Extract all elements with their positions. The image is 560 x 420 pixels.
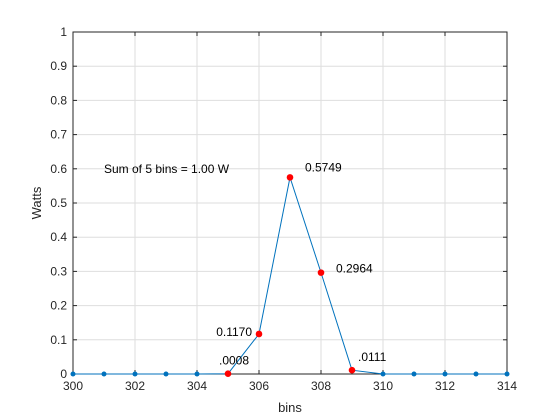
data-point <box>194 371 200 377</box>
x-tick-label: 310 <box>373 379 393 393</box>
y-tick-label: 0.3 <box>50 264 67 278</box>
y-tick-label: 0.9 <box>50 59 67 73</box>
x-tick-labels: 300 302 304 306 308 310 312 314 <box>63 379 517 393</box>
data-label: 0.2964 <box>336 262 373 276</box>
highlighted-markers <box>224 174 356 378</box>
y-tick-labels: 0 0.1 0.2 0.3 0.4 0.5 0.6 0.7 0.8 0.9 1 <box>50 25 67 381</box>
x-tick-label: 304 <box>187 379 207 393</box>
data-label: .0111 <box>358 350 387 364</box>
y-tick-label: 1 <box>60 25 67 39</box>
y-tick-label: 0 <box>60 367 67 381</box>
highlighted-point <box>348 366 356 374</box>
x-tick-label: 306 <box>249 379 269 393</box>
y-tick-label: 0.4 <box>50 230 67 244</box>
data-point <box>473 371 479 377</box>
y-tick-label: 0.6 <box>50 162 67 176</box>
highlighted-point <box>286 174 294 181</box>
y-tick-label: 0.5 <box>50 196 67 210</box>
highlighted-point <box>255 330 263 338</box>
sum-annotation: Sum of 5 bins = 1.00 W <box>104 162 230 176</box>
y-axis-label: Watts <box>29 186 44 219</box>
data-labels: .0008 0.1170 0.5749 0.2964 .0111 <box>216 160 386 367</box>
data-point <box>70 371 76 377</box>
x-tick-label: 300 <box>63 379 83 393</box>
x-axis-label: bins <box>278 400 302 415</box>
y-tick-label: 0.1 <box>50 333 67 347</box>
data-point <box>504 371 510 377</box>
data-point <box>411 371 417 377</box>
x-tick-label: 314 <box>497 379 517 393</box>
highlighted-point <box>224 370 232 378</box>
y-tick-label: 0.8 <box>50 93 67 107</box>
x-tick-label: 302 <box>125 379 145 393</box>
data-point <box>163 371 169 377</box>
data-label: .0008 <box>219 354 249 368</box>
data-point <box>442 371 448 377</box>
y-tick-label: 0.7 <box>50 128 67 142</box>
x-tick-label: 312 <box>435 379 455 393</box>
y-tick-label: 0.2 <box>50 299 67 313</box>
data-point <box>101 371 107 377</box>
x-tick-label: 308 <box>311 379 331 393</box>
data-point <box>380 371 386 377</box>
data-label: 0.1170 <box>216 325 252 339</box>
highlighted-point <box>317 269 325 276</box>
data-label: 0.5749 <box>305 160 342 174</box>
data-point <box>132 371 138 377</box>
